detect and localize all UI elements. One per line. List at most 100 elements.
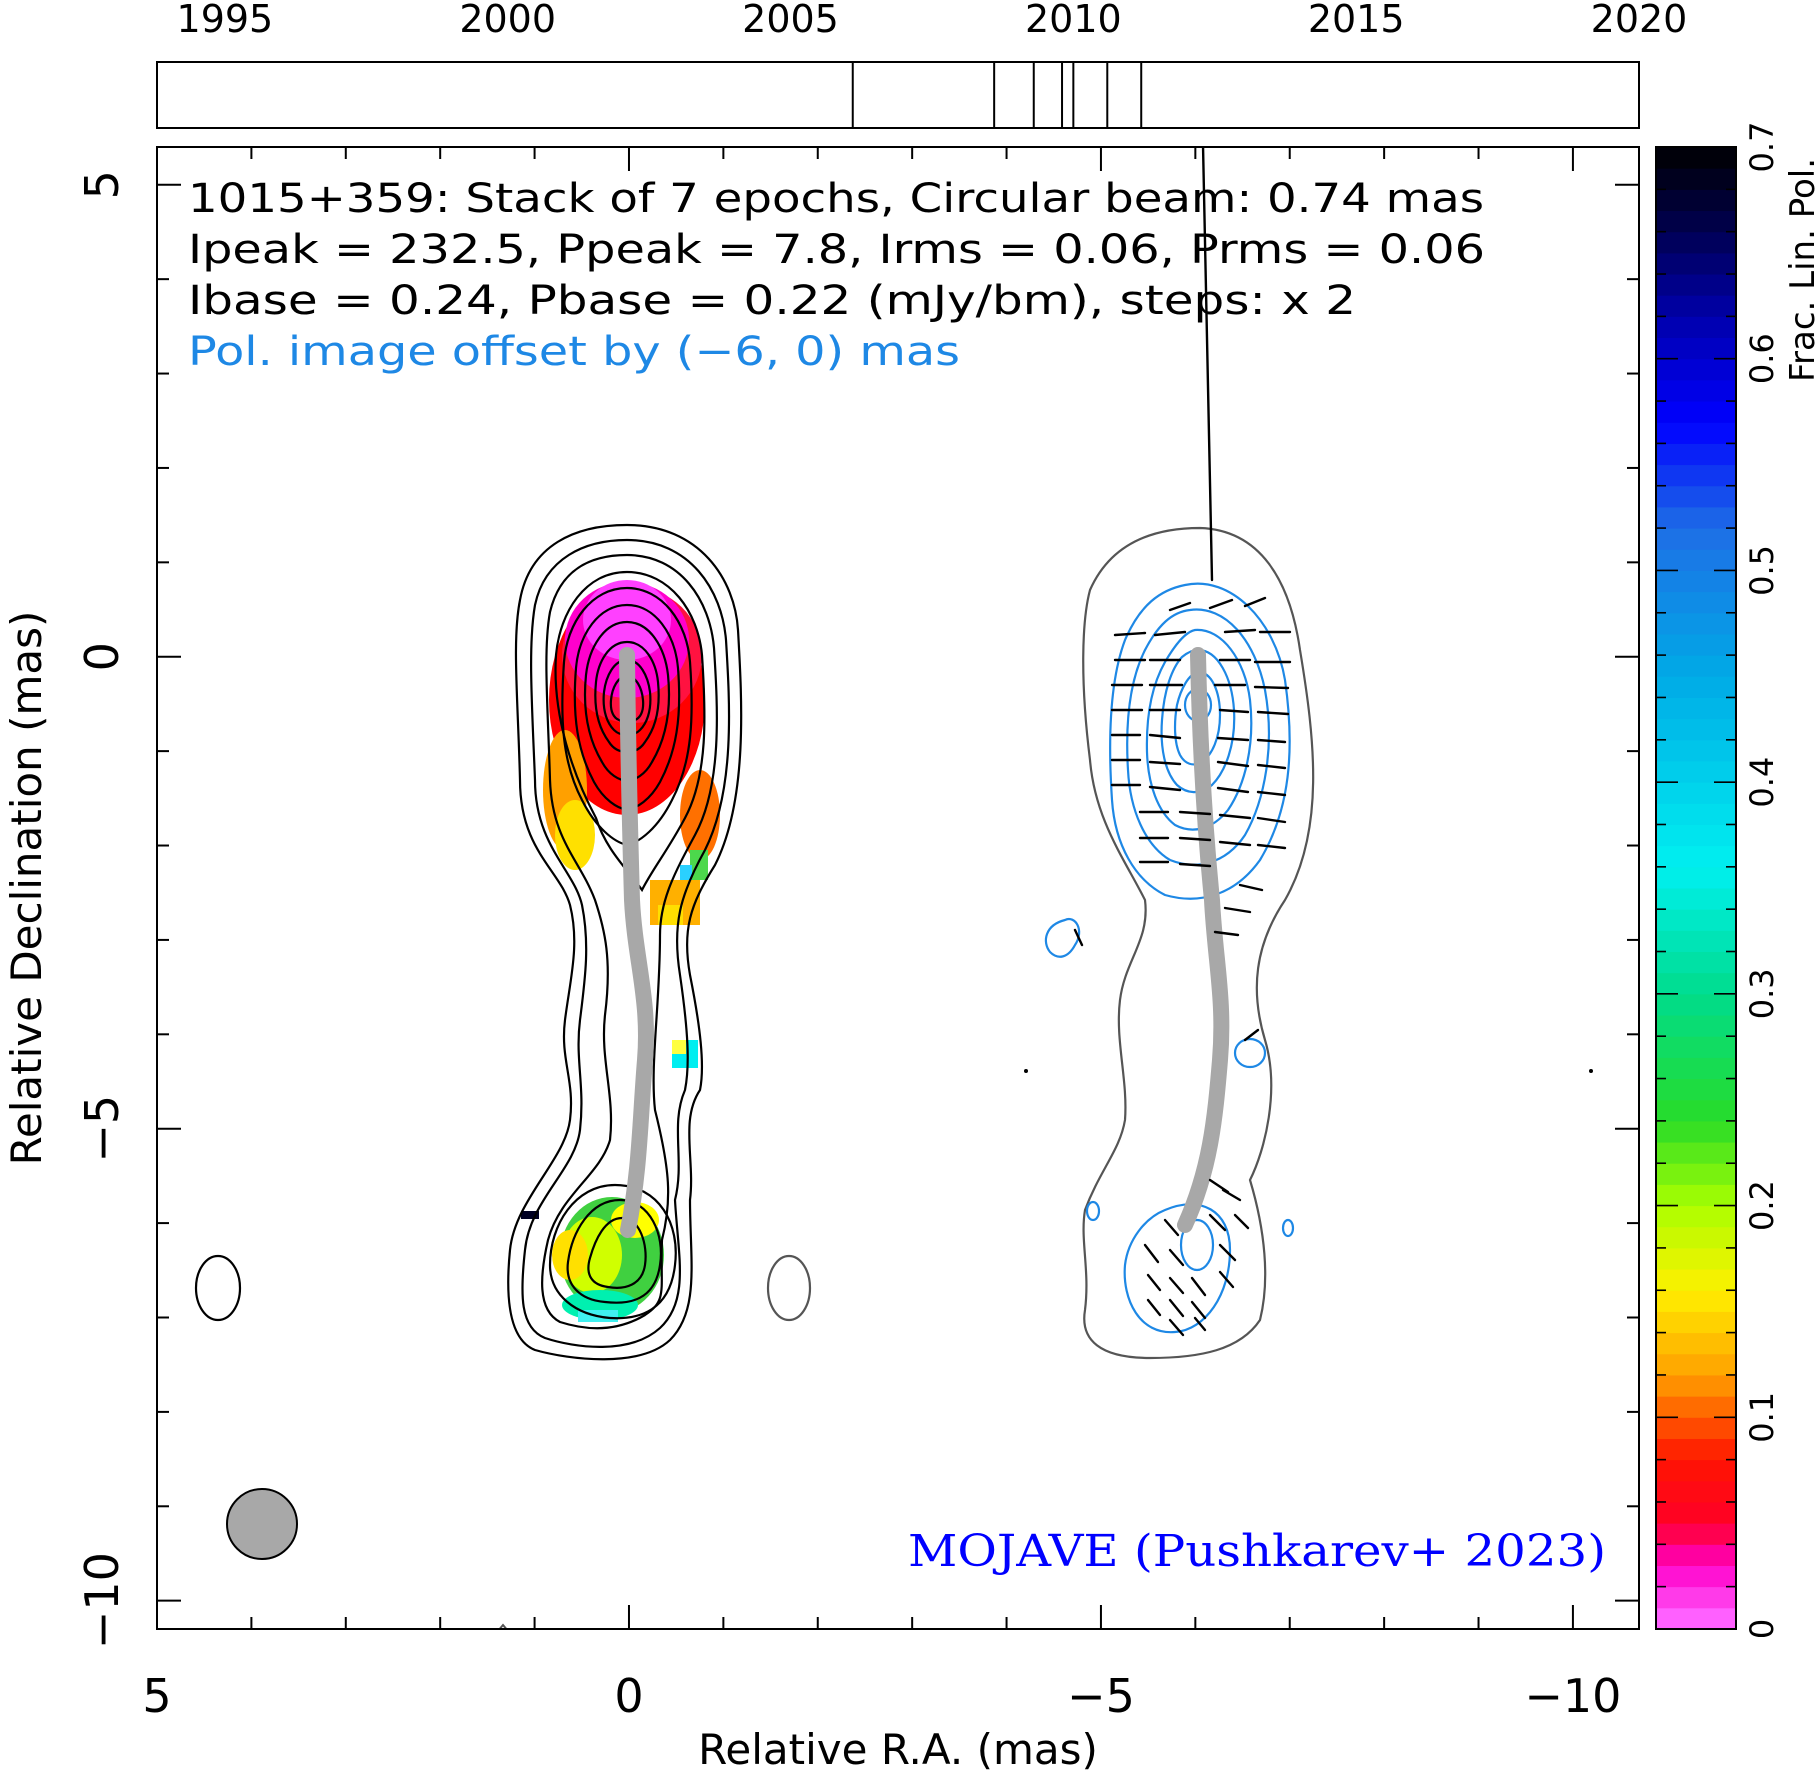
colorbar-band — [1656, 485, 1736, 508]
colorbar-gradient — [1656, 147, 1736, 1630]
colorbar-band — [1656, 697, 1736, 720]
header-line-1: 1015+359: Stack of 7 epochs, Circular be… — [188, 176, 1484, 222]
restoring-beam — [226, 1488, 298, 1560]
colorbar-band — [1656, 379, 1736, 402]
timeline-year-label: 2000 — [459, 0, 556, 41]
colorbar-band — [1656, 1036, 1736, 1058]
colorbar-band — [1656, 993, 1736, 1016]
x-axis-title: Relative R.A. (mas) — [698, 1725, 1098, 1774]
colorbar-band — [1656, 274, 1736, 296]
noise-dot — [1589, 1069, 1593, 1073]
colorbar-band — [1656, 1565, 1736, 1588]
x-tick-label: 0 — [614, 1669, 643, 1723]
jet-ridgeline-pol — [1177, 647, 1230, 1233]
colorbar-frame — [1655, 146, 1737, 1630]
y-tick-label: 5 — [75, 170, 129, 199]
colorbar-tick-label: 0 — [1743, 1619, 1781, 1639]
colorbar-band — [1656, 506, 1736, 529]
x-tick-label: −5 — [1067, 1669, 1135, 1723]
colorbar-band — [1656, 295, 1736, 317]
colorbar-band — [1656, 1290, 1736, 1312]
colorbar-band — [1656, 633, 1736, 656]
colorbar-band — [1656, 845, 1736, 868]
colorbar-band — [1656, 1120, 1736, 1143]
colorbar-band — [1656, 528, 1736, 550]
colorbar-band — [1656, 1311, 1736, 1334]
y-tick-label: −5 — [75, 1095, 129, 1163]
colorbar-band — [1656, 1142, 1736, 1164]
colorbar-tick-labels: 0 0.1 0.2 0.3 0.4 0.5 0.6 0.7 — [1743, 122, 1781, 1640]
y-tick-label: 0 — [75, 642, 129, 671]
colorbar-band — [1656, 443, 1736, 466]
colorbar-band — [1656, 1586, 1736, 1609]
colorbar-band — [1656, 1396, 1736, 1418]
colorbar-band — [1656, 358, 1736, 381]
header-line-2: Ipeak = 232.5, Ppeak = 7.8, Irms = 0.06,… — [188, 227, 1485, 273]
timeline-year-label: 1995 — [177, 0, 274, 41]
colorbar-band — [1656, 1247, 1736, 1270]
colorbar: 0 0.1 0.2 0.3 0.4 0.5 0.6 0.7 Frac. Lin. Pol. — [1655, 122, 1819, 1640]
colorbar-band — [1656, 147, 1736, 169]
colorbar-band — [1656, 1184, 1736, 1207]
colorbar-band — [1656, 1332, 1736, 1355]
y-tick-label: −10 — [75, 1552, 129, 1649]
colorbar-title: Frac. Lin. Pol. — [1783, 158, 1819, 382]
jet-ridgeline-i — [619, 647, 655, 1238]
colorbar-tick-label: 0.7 — [1743, 122, 1781, 173]
colorbar-band — [1656, 337, 1736, 360]
colorbar-band — [1656, 866, 1736, 889]
colorbar-band — [1656, 1374, 1736, 1397]
colorbar-band — [1656, 570, 1736, 593]
pol-image-offset — [498, 147, 1315, 1629]
colorbar-tick-label: 0.2 — [1743, 1180, 1781, 1231]
header-line-3: Ibase = 0.24, Pbase = 0.22 (mJy/bm), ste… — [188, 278, 1356, 324]
timeline-year-label: 2005 — [742, 0, 839, 41]
colorbar-band — [1656, 612, 1736, 635]
y-tick-labels: 5 0 −5 −10 — [75, 170, 129, 1649]
plot-frame — [156, 146, 1640, 1630]
colorbar-band — [1656, 888, 1736, 910]
axis-ticks — [156, 147, 1639, 1629]
colorbar-band — [1656, 1459, 1736, 1482]
colorbar-band — [1656, 951, 1736, 974]
colorbar-band — [1656, 1480, 1736, 1503]
colorbar-band — [1656, 655, 1736, 677]
colorbar-band — [1656, 909, 1736, 931]
timeline-frame — [156, 61, 1640, 129]
colorbar-band — [1656, 401, 1736, 423]
colorbar-band — [1656, 739, 1736, 762]
colorbar-band — [1656, 316, 1736, 339]
colorbar-band — [1656, 591, 1736, 614]
colorbar-band — [1656, 464, 1736, 487]
colorbar-band — [1656, 1607, 1736, 1630]
x-tick-labels: 5 0 −5 −10 — [142, 1669, 1621, 1723]
pol-contours — [1044, 582, 1295, 1334]
colorbar-tick-label: 0.6 — [1743, 333, 1781, 384]
colorbar-band — [1656, 1078, 1736, 1101]
colorbar-band — [1656, 718, 1736, 741]
colorbar-tick-label: 0.5 — [1743, 545, 1781, 596]
noise-dot — [1024, 1069, 1028, 1073]
credit-label: MOJAVE (Pushkarev+ 2023) — [908, 1526, 1606, 1577]
colorbar-band — [1656, 1205, 1736, 1228]
colorbar-band — [1656, 168, 1736, 190]
evpa-ticks — [1073, 147, 1292, 1337]
colorbar-band — [1656, 824, 1736, 847]
colorbar-band — [1656, 930, 1736, 953]
colorbar-band — [1656, 1501, 1736, 1524]
colorbar-band — [1656, 1544, 1736, 1566]
colorbar-band — [1656, 1163, 1736, 1185]
colorbar-band — [1656, 1057, 1736, 1080]
colorbar-band — [1656, 1269, 1736, 1291]
timeline-year-label: 2015 — [1308, 0, 1405, 41]
colorbar-band — [1656, 803, 1736, 825]
epoch-timeline: 1995 2000 2005 2010 2015 2020 — [156, 0, 1687, 129]
colorbar-band — [1656, 210, 1736, 233]
colorbar-band — [1656, 422, 1736, 444]
colorbar-band — [1656, 1523, 1736, 1545]
colorbar-band — [1656, 1226, 1736, 1249]
colorbar-band — [1656, 1099, 1736, 1122]
colorbar-band — [1656, 972, 1736, 995]
colorbar-band — [1656, 189, 1736, 212]
colorbar-band — [1656, 1353, 1736, 1376]
